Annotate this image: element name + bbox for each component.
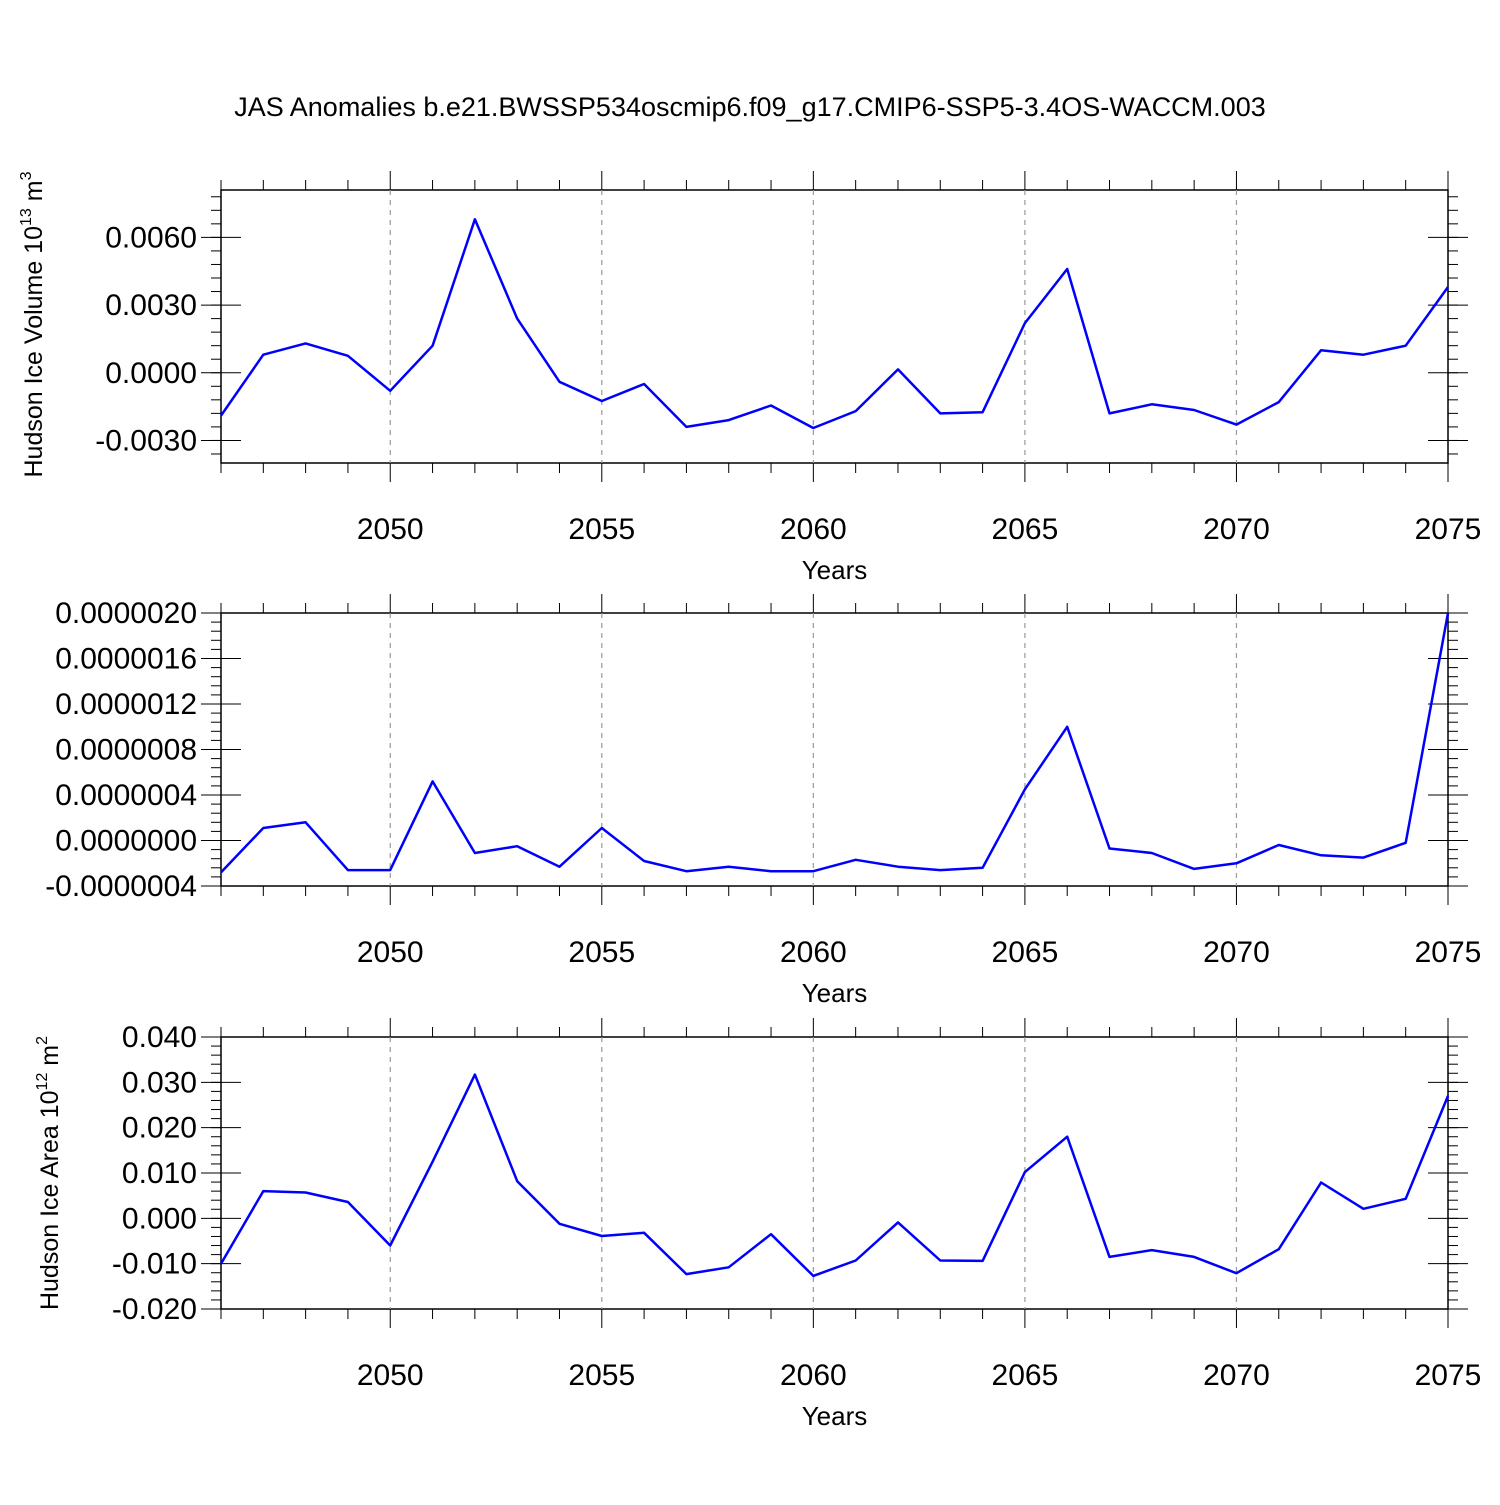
panel-3: -0.020 -0.010 0.000 0.010 0.020 0.030 0.040 205…	[34, 1018, 1481, 1431]
x-tick-label: 2050	[357, 1359, 424, 1392]
y-axis-label-text: Hudson Ice Area 10	[36, 1090, 64, 1310]
plot-frame	[220, 612, 1449, 887]
y-tick-label: 0.010	[122, 1157, 197, 1190]
y-tick-label: 0.000	[122, 1202, 197, 1235]
x-tick-label: 2060	[780, 513, 847, 546]
y-tick-label: -0.010	[112, 1248, 197, 1281]
x-tick-label: 2055	[568, 936, 635, 969]
y-tick-label: 0.0000000	[55, 825, 197, 858]
series-line	[220, 612, 1450, 874]
chart-title: JAS Anomalies b.e21.BWSSP534oscmip6.f09_…	[234, 92, 1266, 122]
y-axis-label-text: Hudson Ice Volume 10	[20, 226, 48, 478]
x-axis-label: Years	[802, 555, 868, 585]
panel-2: -0.0000004 0.0000000 0.0000004 0.0000008 0.0…	[45, 594, 1481, 1008]
x-tick-label: 2075	[1415, 1359, 1482, 1392]
y-tick-label: 0.0000020	[55, 597, 197, 630]
y-axis-label-unit: m	[20, 180, 48, 208]
y-axis-label: Hudson Ice Area 1012 m2	[34, 1036, 64, 1310]
y-tick-label: 0.040	[122, 1021, 197, 1054]
y-tick-label: 0.020	[122, 1112, 197, 1145]
x-tick-label: 2065	[992, 1359, 1059, 1392]
x-tick-label: 2070	[1203, 936, 1270, 969]
x-tick-label: 2060	[780, 936, 847, 969]
x-tick-label: 2065	[992, 936, 1059, 969]
x-tick-label: 2055	[568, 1359, 635, 1392]
series-line	[219, 218, 1450, 430]
x-tick-label: 2075	[1415, 936, 1482, 969]
x-axis-label: Years	[802, 978, 868, 1008]
x-tick-label: 2065	[992, 513, 1059, 546]
y-tick-label: -0.0030	[95, 424, 197, 457]
x-tick-label: 2070	[1203, 513, 1270, 546]
y-tick-label: 0.0000012	[55, 688, 197, 721]
y-axis-label-exponent: 12	[34, 1073, 51, 1091]
y-axis-label-unit-exponent: 2	[34, 1036, 51, 1045]
plot-frame	[220, 189, 1449, 464]
y-axis-label: Hudson Ice Volume 1013 m3	[18, 171, 48, 477]
y-tick-label: 0.0000004	[55, 779, 197, 812]
y-tick-label: -0.0000004	[45, 870, 197, 903]
y-tick-label: 0.0000008	[55, 734, 197, 767]
y-tick-label: 0.0030	[105, 289, 197, 322]
panel-1: -0.0030 0.0000 0.0030 0.0060 2050 2055 2060 206…	[18, 171, 1481, 585]
y-tick-label: 0.030	[122, 1066, 197, 1099]
x-tick-label: 2050	[357, 513, 424, 546]
x-axis-label: Years	[802, 1401, 868, 1431]
y-axis-label-exponent: 13	[18, 208, 35, 226]
y-tick-label: 0.0000016	[55, 643, 197, 676]
x-tick-label: 2050	[357, 936, 424, 969]
y-tick-label: 0.0060	[105, 221, 197, 254]
y-tick-label: 0.0000	[105, 357, 197, 390]
y-axis-label-unit: m	[36, 1045, 64, 1073]
y-tick-label: -0.020	[112, 1293, 197, 1326]
x-tick-label: 2055	[568, 513, 635, 546]
x-tick-label: 2070	[1203, 1359, 1270, 1392]
series-line	[219, 1073, 1450, 1278]
y-axis-label-unit-exponent: 3	[18, 171, 35, 180]
x-tick-label: 2060	[780, 1359, 847, 1392]
x-tick-label: 2075	[1415, 513, 1482, 546]
